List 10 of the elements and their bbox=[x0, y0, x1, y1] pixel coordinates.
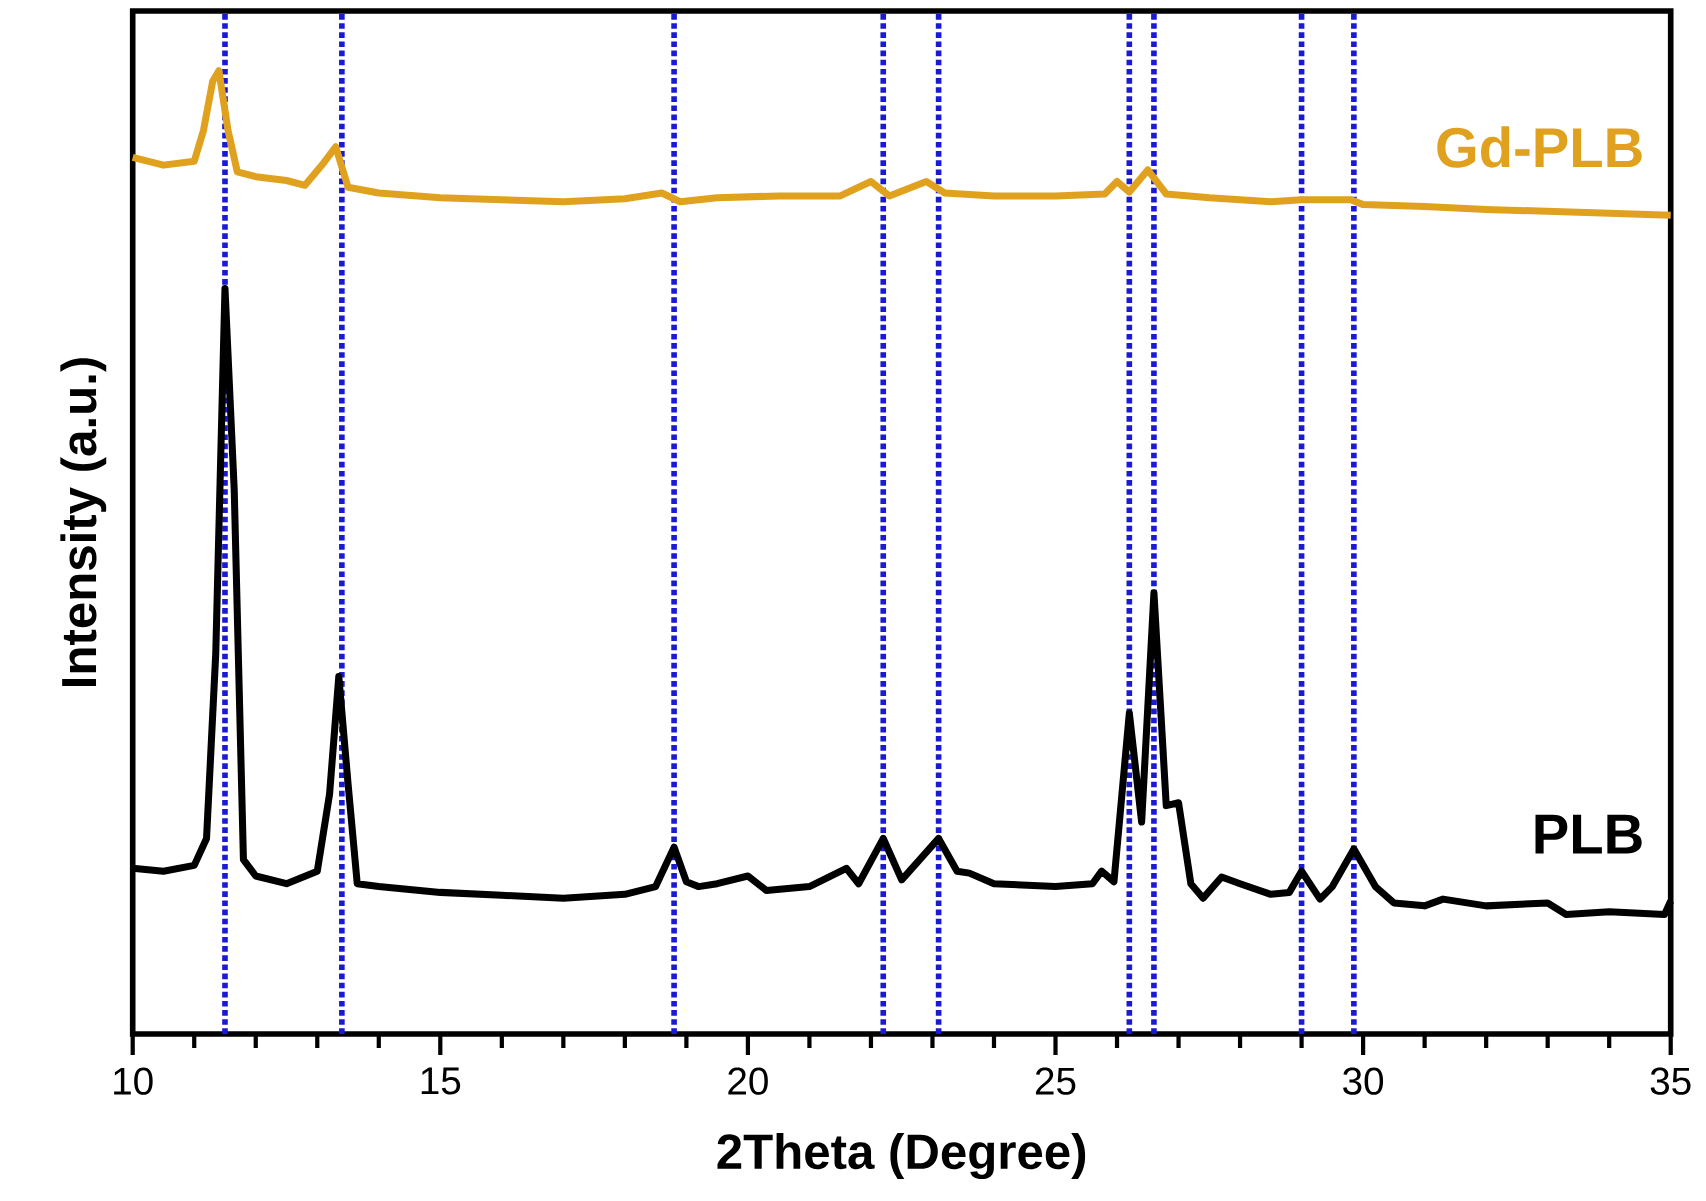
x-tick-label: 30 bbox=[1343, 1067, 1384, 1095]
series-label: PLB bbox=[1535, 814, 1642, 854]
y-axis-title: Intensity (a.u.) bbox=[60, 358, 107, 686]
series-label: Gd-PLB bbox=[1437, 126, 1642, 168]
x-axis-title: 2Theta (Degree) bbox=[717, 1133, 1086, 1180]
x-tick-label: 35 bbox=[1650, 1067, 1691, 1095]
x-tick-label: 10 bbox=[114, 1067, 153, 1095]
x-tick-label: 25 bbox=[1035, 1067, 1076, 1095]
x-tick-label: 15 bbox=[421, 1067, 461, 1095]
x-tick-label: 20 bbox=[728, 1067, 768, 1095]
